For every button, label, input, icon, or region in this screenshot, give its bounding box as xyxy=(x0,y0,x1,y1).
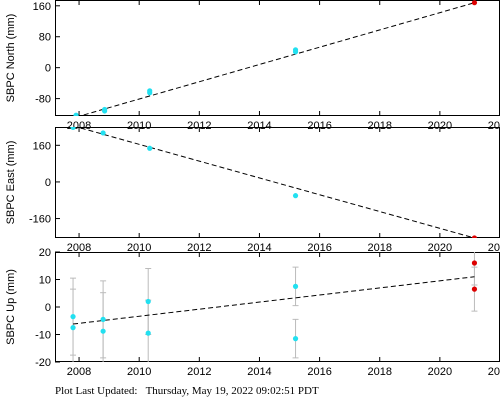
y-axis-label: SBPC North (mm) xyxy=(5,14,17,103)
data-point xyxy=(147,145,153,151)
y-tick-label: -160 xyxy=(29,214,51,226)
y-tick-label: 10 xyxy=(39,275,51,287)
x-tick-label: 2020 xyxy=(428,242,452,254)
plot-area xyxy=(70,252,478,362)
x-tick-label: 2016 xyxy=(307,242,331,254)
data-point xyxy=(70,325,76,331)
x-tick-label: 2012 xyxy=(187,366,211,378)
data-point xyxy=(292,193,299,199)
panel-frame xyxy=(55,252,500,362)
latest-point xyxy=(471,0,478,6)
plot-area xyxy=(70,127,478,238)
panel-up: 2008 2010 2012 2014 2016 2018 2020 2022 -20 -10 0 1… xyxy=(5,247,500,378)
data-point xyxy=(292,336,299,342)
y-tick-label: 0 xyxy=(45,177,51,189)
x-tick-label: 2018 xyxy=(367,242,391,254)
x-tick-label: 2014 xyxy=(247,366,271,378)
y-tick-label: 20 xyxy=(39,247,51,259)
x-tick-label: 2010 xyxy=(127,120,151,132)
y-tick-label: 160 xyxy=(33,1,51,13)
data-point xyxy=(147,88,153,94)
data-point xyxy=(100,130,106,136)
data-point xyxy=(100,328,106,334)
data-point xyxy=(102,106,108,113)
y-axis-label: SBPC East (mm) xyxy=(5,141,17,225)
x-tick-label: 2010 xyxy=(127,242,151,254)
x-tick-label: 2012 xyxy=(187,120,211,132)
x-tick-label: 2008 xyxy=(67,366,91,378)
data-point xyxy=(292,47,299,53)
footer-timestamp: Thursday, May 19, 2022 09:02:51 PDT xyxy=(145,385,319,397)
x-tick-label: 2014 xyxy=(247,120,271,132)
data-point xyxy=(70,127,76,131)
panel-frame xyxy=(55,0,500,116)
x-tick-label: 2008 xyxy=(67,242,91,254)
panel-east: 2008 2010 2012 2014 2016 2018 2020 2022 -160 0 160… xyxy=(5,127,500,254)
x-tick-label: 2018 xyxy=(367,366,391,378)
x-tick-label: 2016 xyxy=(307,366,331,378)
x-tick-label: 2016 xyxy=(307,120,331,132)
x-tick-label: 2010 xyxy=(127,366,151,378)
data-point xyxy=(145,298,151,305)
data-point xyxy=(145,330,151,336)
latest-point xyxy=(471,235,478,238)
data-point xyxy=(100,316,106,322)
data-point xyxy=(73,112,79,116)
footer-label: Plot Last Updated: xyxy=(55,385,138,397)
x-tick-label: 2012 xyxy=(187,242,211,254)
panel-north: 20082010201220142016201820202022-8008016… xyxy=(5,0,500,132)
y-tick-label: 160 xyxy=(33,140,51,152)
y-axis-label: SBPC Up (mm) xyxy=(5,269,17,345)
plot-area xyxy=(73,0,478,116)
y-tick-label: 80 xyxy=(39,32,51,44)
y-tick-label: 0 xyxy=(45,63,51,75)
x-tick-label: 2020 xyxy=(428,366,452,378)
x-tick-label: 2018 xyxy=(367,120,391,132)
trend-line xyxy=(78,2,475,116)
latest-point xyxy=(471,286,478,292)
trend-line xyxy=(72,276,475,325)
x-tick-label: 2014 xyxy=(247,242,271,254)
x-tick-label: 2020 xyxy=(428,120,452,132)
y-tick-label: -10 xyxy=(35,330,51,342)
x-tick-label: 2022 xyxy=(488,366,500,378)
trend-line xyxy=(75,127,475,238)
y-tick-label: -20 xyxy=(35,357,51,369)
y-tick-label: 0 xyxy=(45,302,51,314)
plot-updated-footer: Plot Last Updated: Thursday, May 19, 202… xyxy=(55,385,319,397)
x-tick-label: 2022 xyxy=(488,242,500,254)
latest-point xyxy=(471,260,478,266)
data-point xyxy=(70,314,76,320)
data-point xyxy=(292,283,299,289)
y-tick-label: -80 xyxy=(35,94,51,106)
x-tick-label: 2022 xyxy=(488,120,500,132)
